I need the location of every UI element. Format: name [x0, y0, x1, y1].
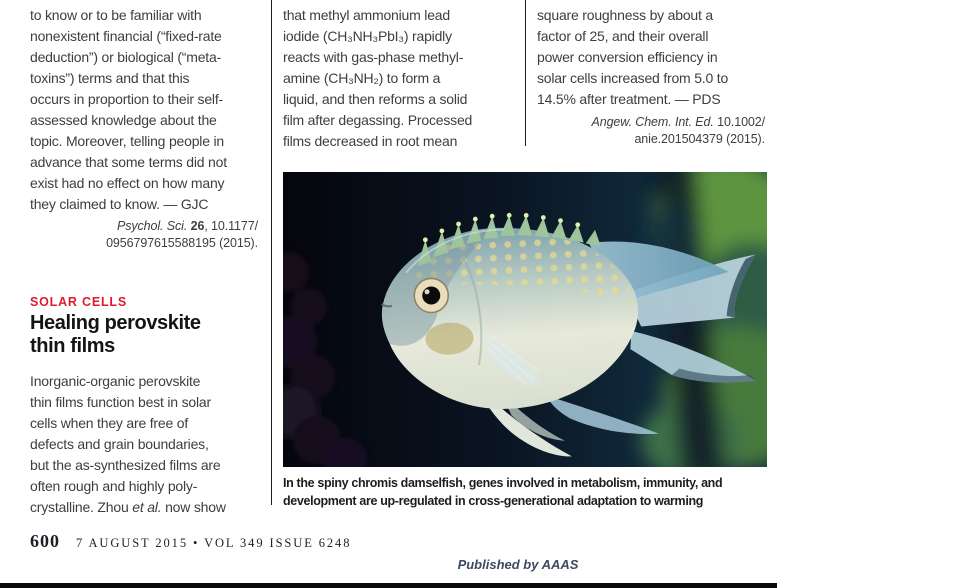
- column-2: that methyl ammonium lead iodide (CH₃NH₃…: [283, 5, 511, 152]
- damselfish-photo: [283, 172, 767, 467]
- column-rule-1: [271, 0, 272, 505]
- column-3: square roughness by about a factor of 25…: [537, 5, 765, 147]
- page-footer: 600 7 AUGUST 2015 • VOL 349 ISSUE 6248: [30, 531, 351, 552]
- section-title: Healing perovskite thin films: [30, 312, 201, 357]
- section-kicker: SOLAR CELLS: [30, 295, 127, 309]
- bottom-black-bar: [0, 583, 777, 588]
- doi-part: , 10.1177/: [204, 219, 258, 233]
- journal-volume: 26: [190, 219, 205, 233]
- citation-line-1: Angew. Chem. Int. Ed. 10.1002/: [537, 114, 765, 131]
- paragraph-roughness: square roughness by about a factor of 25…: [537, 7, 729, 107]
- paragraph-perovskite: Inorganic-organic perovskite thin films …: [30, 373, 221, 494]
- column-1: to know or to be familiar with nonexiste…: [30, 5, 258, 518]
- text-run: now show: [161, 499, 226, 515]
- paragraph-methylamine: that methyl ammonium lead iodide (CH₃NH₃…: [283, 7, 473, 149]
- published-by-aaas: Published by AAAS: [457, 557, 579, 572]
- column-rule-2: [525, 0, 526, 146]
- paragraph-fluency-study: to know or to be familiar with nonexiste…: [30, 7, 227, 212]
- damselfish-illustration: [283, 172, 767, 467]
- coral-silhouette: [283, 252, 367, 467]
- journal-name: Angew. Chem. Int. Ed.: [591, 115, 714, 129]
- citation-line-2: 0956797615588195 (2015).: [106, 235, 258, 250]
- citation-angew-chem: Angew. Chem. Int. Ed. 10.1002/ anie.2015…: [537, 114, 765, 147]
- issue-info: 7 AUGUST 2015 • VOL 349 ISSUE 6248: [76, 536, 352, 550]
- page-number: 600: [30, 531, 60, 551]
- citation-psychol-sci: Psychol. Sci. 26, 10.1177/ 0956797615588…: [30, 218, 258, 251]
- citation-line-1: Psychol. Sci. 26, 10.1177/: [30, 218, 258, 235]
- figure-caption: In the spiny chromis damselfish, genes i…: [283, 476, 723, 508]
- journal-name: Psychol. Sci.: [116, 219, 191, 233]
- et-al-italic: et al.: [132, 499, 162, 515]
- spine-tips: [422, 212, 581, 243]
- doi-part: 10.1002/: [713, 115, 765, 129]
- paragraph-perovskite-lastline: crystalline. Zhou et al. now show: [30, 497, 258, 518]
- text-run: crystalline. Zhou: [30, 499, 133, 515]
- citation-line-2: anie.201504379 (2015).: [634, 131, 765, 146]
- fish: [381, 212, 757, 457]
